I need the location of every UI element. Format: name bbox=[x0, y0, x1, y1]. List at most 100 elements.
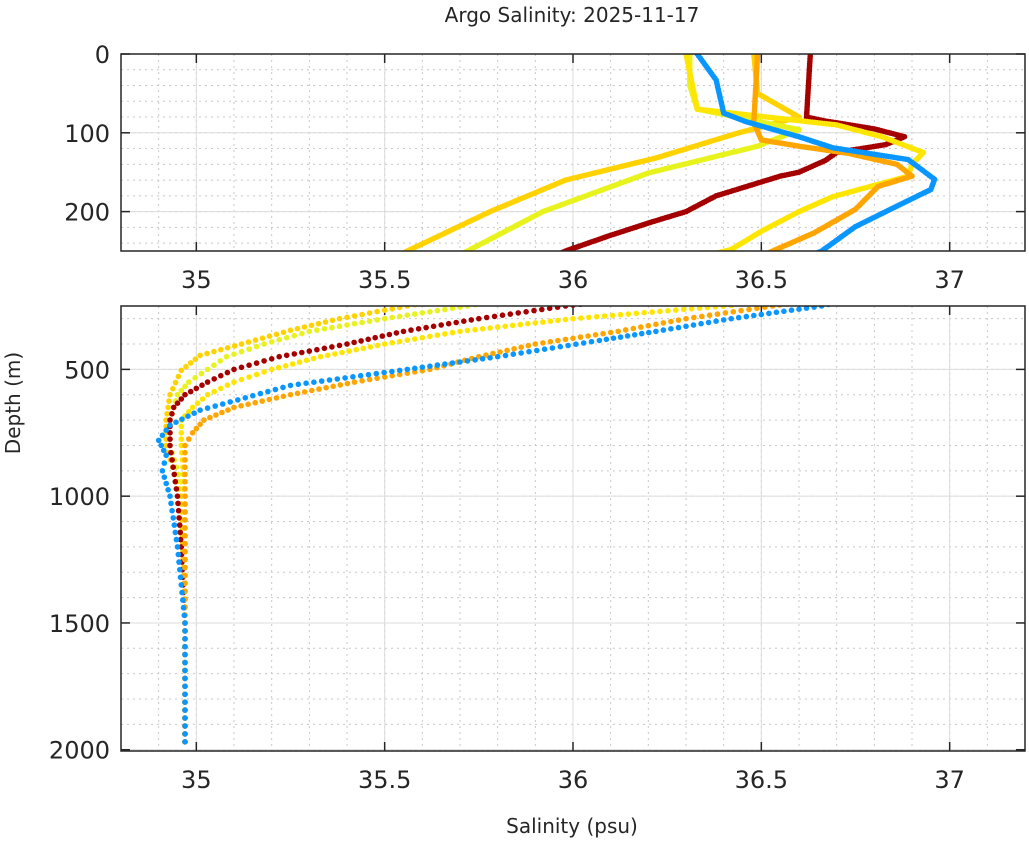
data-point bbox=[389, 372, 396, 379]
data-point bbox=[442, 306, 448, 313]
data-point bbox=[709, 252, 715, 258]
data-point bbox=[347, 281, 353, 287]
data-point bbox=[873, 292, 879, 298]
data-point bbox=[570, 335, 576, 342]
data-point bbox=[336, 342, 343, 349]
data-point bbox=[379, 333, 386, 339]
data-point bbox=[472, 357, 478, 363]
data-point bbox=[197, 421, 203, 428]
data-point bbox=[416, 272, 422, 278]
data-point bbox=[758, 311, 765, 318]
data-point bbox=[608, 298, 614, 304]
data-point bbox=[703, 279, 709, 285]
x-axis-label: Salinity (psu) bbox=[506, 814, 638, 838]
data-point bbox=[625, 273, 631, 279]
data-point bbox=[433, 263, 439, 269]
data-point bbox=[541, 258, 547, 264]
data-point bbox=[788, 307, 795, 314]
x-tick-label: 37 bbox=[934, 266, 965, 294]
data-point bbox=[660, 320, 667, 326]
data-point bbox=[388, 258, 394, 264]
data-point bbox=[628, 273, 634, 279]
data-point bbox=[175, 373, 182, 380]
data-point bbox=[445, 320, 452, 327]
y-tick-label: 500 bbox=[64, 356, 110, 384]
data-point bbox=[552, 253, 558, 259]
data-point bbox=[839, 292, 845, 298]
data-point bbox=[549, 254, 555, 260]
data-point bbox=[329, 324, 335, 331]
data-point bbox=[187, 360, 194, 366]
data-point bbox=[532, 320, 539, 326]
data-point bbox=[161, 474, 168, 481]
grid bbox=[120, 53, 1025, 251]
axes-box bbox=[120, 53, 1026, 252]
data-point bbox=[359, 378, 365, 384]
data-point bbox=[708, 277, 714, 283]
data-point bbox=[168, 449, 174, 456]
data-point bbox=[636, 295, 642, 301]
data-point bbox=[633, 272, 639, 278]
data-point bbox=[536, 260, 542, 266]
data-point bbox=[507, 311, 514, 317]
data-point bbox=[178, 387, 185, 394]
data-point bbox=[776, 306, 783, 308]
data-point bbox=[570, 315, 576, 322]
data-point bbox=[266, 333, 273, 340]
x-tick-label: 35 bbox=[181, 266, 212, 294]
data-point bbox=[728, 315, 734, 322]
data-point bbox=[182, 442, 188, 449]
data-point bbox=[722, 310, 729, 316]
data-point bbox=[179, 589, 185, 596]
data-point bbox=[696, 306, 703, 311]
data-point bbox=[316, 386, 322, 392]
data-point bbox=[198, 370, 205, 377]
data-point bbox=[276, 337, 283, 343]
data-point bbox=[189, 404, 196, 411]
data-point bbox=[390, 257, 396, 263]
data-point bbox=[231, 379, 237, 385]
data-point bbox=[182, 486, 188, 492]
data-point bbox=[675, 317, 682, 323]
data-point bbox=[217, 358, 223, 364]
data-point bbox=[603, 336, 610, 343]
data-point bbox=[178, 367, 185, 374]
data-point bbox=[322, 319, 329, 325]
data-point bbox=[186, 436, 192, 442]
data-point bbox=[396, 367, 403, 374]
data-point bbox=[318, 378, 325, 384]
data-point bbox=[282, 363, 289, 369]
data-point bbox=[412, 311, 418, 317]
data-point bbox=[400, 328, 407, 335]
data-point bbox=[172, 529, 179, 536]
data-point bbox=[204, 405, 211, 411]
data-point bbox=[218, 346, 224, 353]
data-point bbox=[332, 351, 338, 357]
data-point bbox=[894, 289, 900, 295]
data-point bbox=[625, 311, 632, 317]
data-point bbox=[690, 285, 696, 291]
data-point bbox=[299, 330, 305, 337]
data-point bbox=[186, 408, 192, 415]
data-point bbox=[404, 312, 411, 319]
data-point bbox=[365, 371, 372, 378]
data-point bbox=[560, 249, 566, 251]
data-point bbox=[497, 349, 503, 355]
data-point bbox=[867, 293, 873, 299]
data-point bbox=[306, 348, 313, 354]
data-point bbox=[487, 291, 493, 297]
data-point bbox=[449, 329, 456, 336]
data-point bbox=[606, 278, 612, 284]
data-point bbox=[309, 387, 315, 394]
data-point bbox=[246, 362, 252, 369]
data-point bbox=[803, 255, 809, 261]
data-point bbox=[762, 306, 768, 310]
data-point bbox=[352, 279, 358, 285]
data-point bbox=[623, 274, 629, 280]
data-point bbox=[675, 324, 682, 331]
data-point bbox=[532, 262, 538, 268]
data-point bbox=[464, 327, 471, 334]
data-point bbox=[717, 272, 723, 278]
data-point bbox=[238, 341, 245, 347]
data-point bbox=[213, 412, 219, 418]
